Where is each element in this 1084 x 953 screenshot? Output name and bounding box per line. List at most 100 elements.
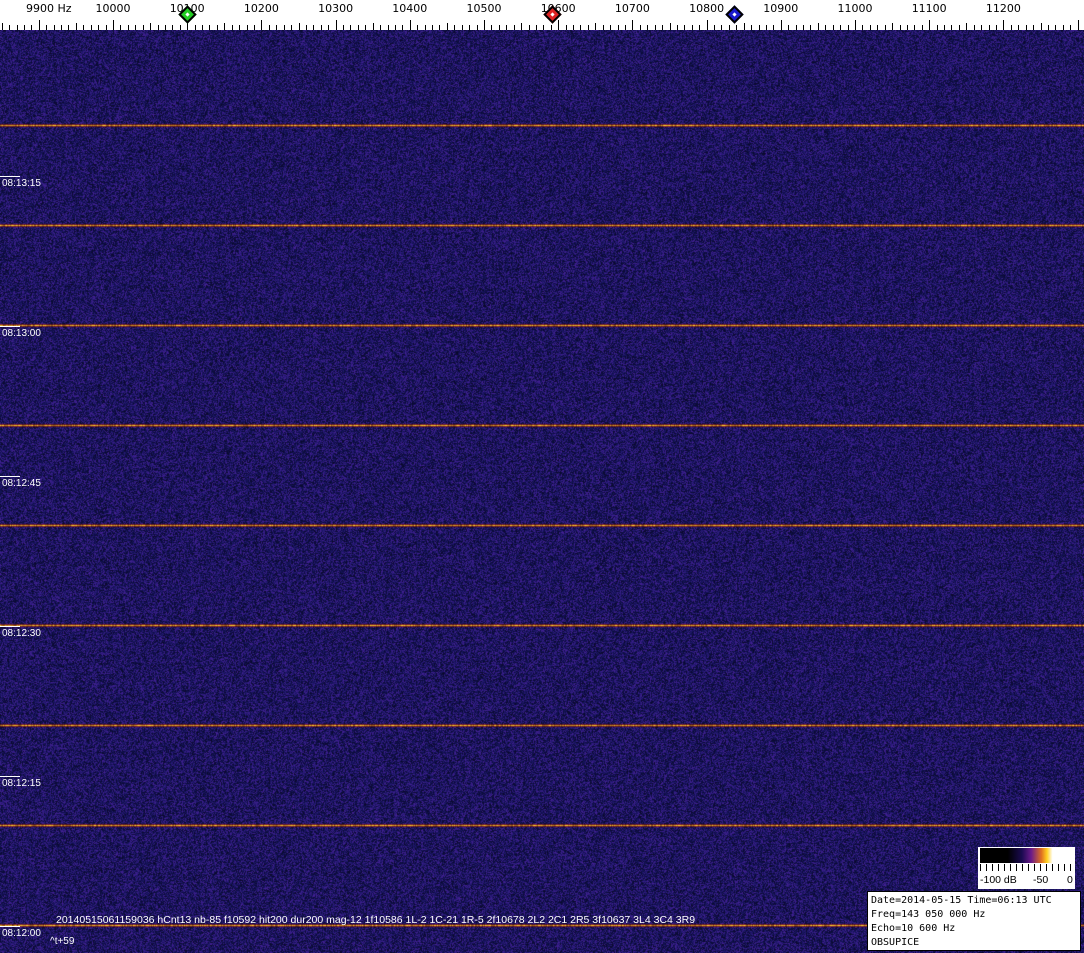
scale-tick bbox=[670, 23, 671, 30]
scale-tick bbox=[833, 25, 834, 30]
info-box: Date=2014-05-15 Time=06:13 UTC Freq=143 … bbox=[867, 891, 1081, 951]
scale-tick bbox=[1078, 20, 1079, 30]
scale-tick bbox=[662, 25, 663, 30]
scale-tick bbox=[862, 25, 863, 30]
scale-tick bbox=[1026, 25, 1027, 30]
time-tick bbox=[0, 926, 20, 927]
scale-tick bbox=[313, 25, 314, 30]
scale-tick bbox=[83, 25, 84, 30]
scale-tick bbox=[818, 23, 819, 30]
time-label: 08:12:15 bbox=[2, 778, 41, 789]
scale-tick bbox=[2, 23, 3, 30]
scale-tick bbox=[336, 20, 337, 30]
frequency-label: 10800 bbox=[689, 2, 725, 15]
scale-tick bbox=[54, 25, 55, 30]
scale-tick bbox=[39, 20, 40, 30]
scale-tick bbox=[1041, 23, 1042, 30]
scale-tick bbox=[951, 25, 952, 30]
scale-tick bbox=[402, 25, 403, 30]
blue-marker-icon[interactable] bbox=[725, 5, 744, 24]
frequency-label: 10500 bbox=[466, 2, 502, 15]
scale-tick bbox=[172, 25, 173, 30]
scale-tick bbox=[128, 25, 129, 30]
scale-tick bbox=[106, 25, 107, 30]
time-tick bbox=[0, 326, 20, 327]
scale-tick bbox=[380, 25, 381, 30]
scale-tick bbox=[736, 25, 737, 30]
scale-tick bbox=[24, 25, 25, 30]
scale-tick bbox=[484, 20, 485, 30]
scale-tick bbox=[900, 25, 901, 30]
colorbar-label-mid: -50 bbox=[1033, 874, 1049, 886]
scale-tick bbox=[914, 25, 915, 30]
frequency-label: 11200 bbox=[985, 2, 1021, 15]
scale-tick bbox=[284, 25, 285, 30]
scale-tick bbox=[632, 20, 633, 30]
scale-tick bbox=[625, 25, 626, 30]
scale-tick bbox=[796, 25, 797, 30]
scale-tick bbox=[781, 20, 782, 30]
scale-tick bbox=[803, 25, 804, 30]
scale-tick bbox=[885, 25, 886, 30]
scale-tick bbox=[773, 25, 774, 30]
scale-tick bbox=[721, 25, 722, 30]
scale-tick bbox=[558, 20, 559, 30]
frequency-label: 10300 bbox=[318, 2, 354, 15]
scale-tick bbox=[477, 25, 478, 30]
scale-tick bbox=[566, 25, 567, 30]
scale-tick bbox=[640, 25, 641, 30]
scale-tick bbox=[76, 23, 77, 30]
scale-tick bbox=[232, 25, 233, 30]
frequency-scale: 9900 Hz100001010010200103001040010500106… bbox=[0, 0, 1084, 30]
scale-tick bbox=[209, 25, 210, 30]
time-tick bbox=[0, 176, 20, 177]
scale-tick bbox=[855, 20, 856, 30]
scale-tick bbox=[870, 25, 871, 30]
frequency-line: Freq=143 050 000 Hz bbox=[871, 909, 986, 920]
detection-info-text: 20140515061159036 hCnt13 nb-85 f10592 hi… bbox=[56, 914, 696, 926]
scale-tick bbox=[150, 23, 151, 30]
scale-tick bbox=[388, 25, 389, 30]
frequency-label: 10400 bbox=[392, 2, 428, 15]
scale-tick bbox=[825, 25, 826, 30]
scale-tick bbox=[61, 25, 62, 30]
scale-tick bbox=[417, 25, 418, 30]
scale-tick bbox=[113, 20, 114, 30]
scale-tick bbox=[343, 25, 344, 30]
scale-tick bbox=[180, 25, 181, 30]
scale-tick bbox=[573, 25, 574, 30]
frequency-label: 10700 bbox=[614, 2, 650, 15]
scale-tick bbox=[907, 25, 908, 30]
scale-tick bbox=[306, 25, 307, 30]
colorbar-label-max: 0 bbox=[1067, 874, 1073, 886]
scale-tick bbox=[959, 25, 960, 30]
scale-tick bbox=[217, 25, 218, 30]
scale-tick bbox=[840, 25, 841, 30]
scale-tick bbox=[996, 25, 997, 30]
scale-tick bbox=[892, 23, 893, 30]
time-label: 08:13:00 bbox=[2, 328, 41, 339]
time-tick bbox=[0, 776, 20, 777]
scale-tick bbox=[358, 25, 359, 30]
scale-tick bbox=[543, 25, 544, 30]
scale-tick bbox=[588, 25, 589, 30]
scale-tick bbox=[410, 20, 411, 30]
scale-tick bbox=[981, 25, 982, 30]
scale-tick bbox=[462, 25, 463, 30]
scale-tick bbox=[1055, 25, 1056, 30]
scale-tick bbox=[536, 25, 537, 30]
scale-tick bbox=[98, 25, 99, 30]
scale-tick bbox=[714, 25, 715, 30]
scale-tick bbox=[1003, 20, 1004, 30]
scale-tick bbox=[521, 23, 522, 30]
colorbar-gradient bbox=[980, 848, 1073, 863]
scale-tick bbox=[261, 20, 262, 30]
scale-tick bbox=[506, 25, 507, 30]
scale-tick bbox=[195, 25, 196, 30]
scale-tick bbox=[91, 25, 92, 30]
scale-tick bbox=[655, 25, 656, 30]
scale-tick bbox=[269, 25, 270, 30]
scale-tick bbox=[677, 25, 678, 30]
scale-tick bbox=[395, 25, 396, 30]
scale-tick bbox=[46, 25, 47, 30]
